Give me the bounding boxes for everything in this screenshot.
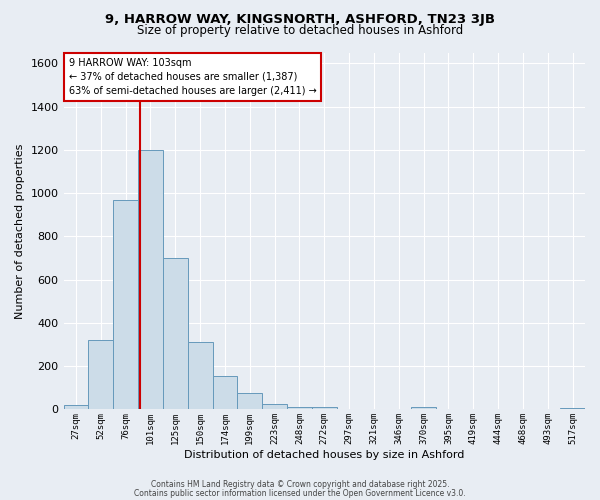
Text: Contains public sector information licensed under the Open Government Licence v3: Contains public sector information licen… <box>134 488 466 498</box>
Bar <box>64 405 88 409</box>
Bar <box>212 376 238 410</box>
Bar <box>287 408 312 410</box>
Text: 9, HARROW WAY, KINGSNORTH, ASHFORD, TN23 3JB: 9, HARROW WAY, KINGSNORTH, ASHFORD, TN23… <box>105 12 495 26</box>
Bar <box>312 408 337 410</box>
Text: Contains HM Land Registry data © Crown copyright and database right 2025.: Contains HM Land Registry data © Crown c… <box>151 480 449 489</box>
Bar <box>163 258 188 410</box>
Text: 9 HARROW WAY: 103sqm
← 37% of detached houses are smaller (1,387)
63% of semi-de: 9 HARROW WAY: 103sqm ← 37% of detached h… <box>69 58 317 96</box>
Bar <box>560 408 585 410</box>
Bar <box>238 393 262 409</box>
Bar <box>411 408 436 410</box>
Bar <box>88 340 113 409</box>
Bar <box>138 150 163 409</box>
Bar <box>113 200 138 410</box>
Bar <box>262 404 287 409</box>
X-axis label: Distribution of detached houses by size in Ashford: Distribution of detached houses by size … <box>184 450 464 460</box>
Bar <box>188 342 212 409</box>
Y-axis label: Number of detached properties: Number of detached properties <box>15 144 25 318</box>
Text: Size of property relative to detached houses in Ashford: Size of property relative to detached ho… <box>137 24 463 37</box>
